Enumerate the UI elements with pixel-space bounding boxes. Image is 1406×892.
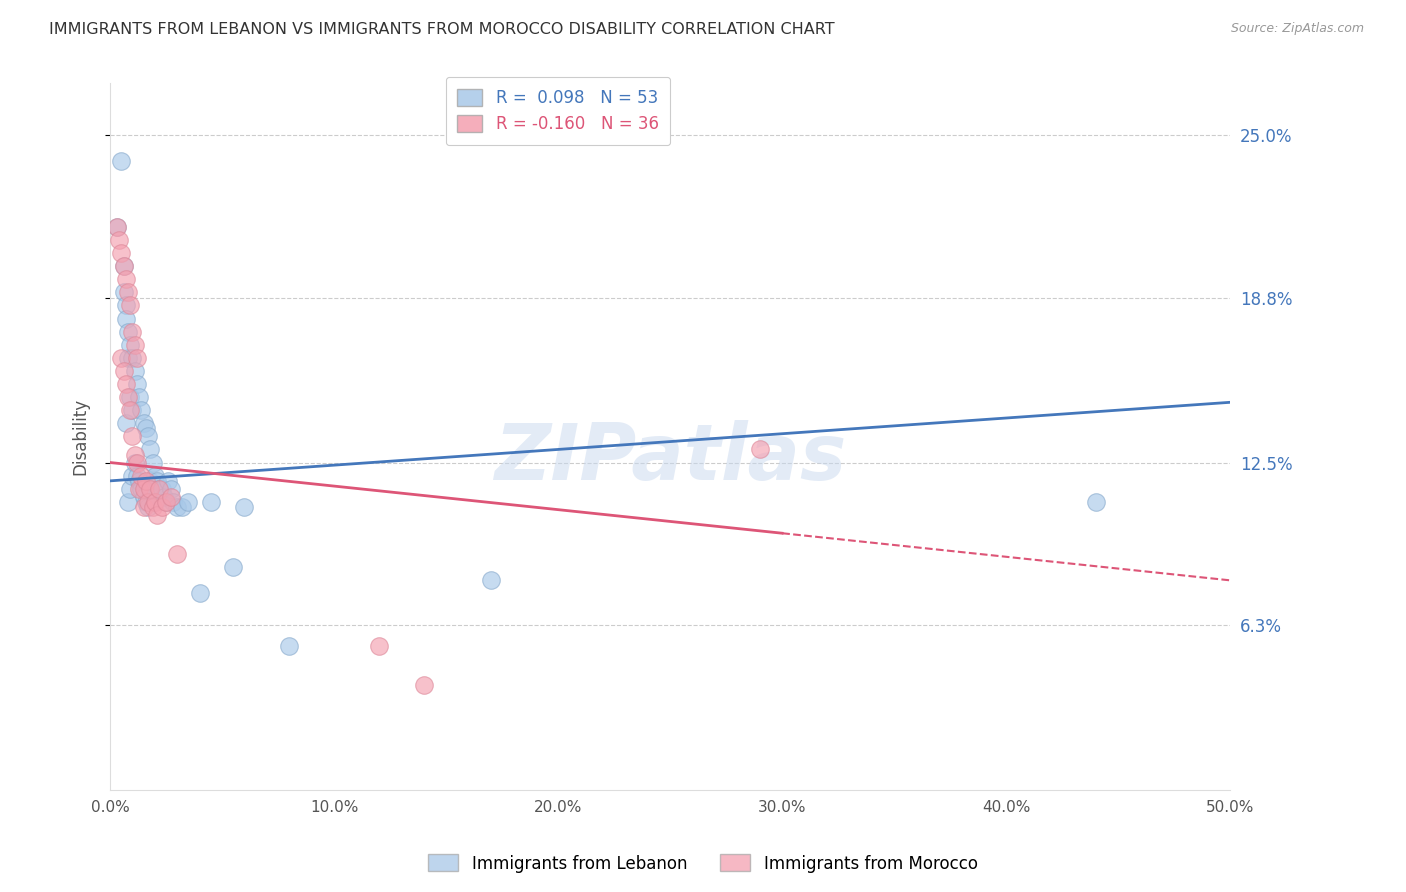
Point (148, 482, 170, 496)
Text: Source: ZipAtlas.com: Source: ZipAtlas.com (1230, 22, 1364, 36)
Point (135, 474, 157, 488)
Point (146, 474, 169, 488)
Point (110, 154, 132, 169)
Point (128, 482, 150, 496)
Y-axis label: Disability: Disability (72, 398, 89, 475)
Point (128, 390, 150, 404)
Point (150, 500, 173, 514)
Point (136, 429, 159, 443)
Point (112, 285, 135, 300)
Point (105, 219, 128, 234)
Point (120, 390, 142, 404)
Point (412, 678, 434, 692)
Point (120, 403, 142, 417)
Point (112, 259, 135, 273)
Point (131, 468, 153, 483)
Point (114, 376, 136, 391)
Point (136, 495, 159, 509)
Point (142, 500, 165, 514)
Point (148, 482, 170, 496)
Point (142, 456, 165, 470)
Point (135, 495, 157, 509)
Point (120, 482, 142, 496)
Legend: Immigrants from Lebanon, Immigrants from Morocco: Immigrants from Lebanon, Immigrants from… (422, 847, 984, 880)
Point (233, 500, 256, 514)
Point (155, 495, 177, 509)
Point (135, 421, 157, 435)
Point (117, 495, 139, 509)
Point (748, 442, 770, 457)
Point (117, 390, 139, 404)
Point (200, 495, 222, 509)
Point (159, 490, 181, 504)
Point (114, 298, 136, 312)
Point (105, 219, 128, 234)
Point (150, 482, 173, 496)
Point (153, 490, 176, 504)
Point (124, 456, 146, 470)
Point (124, 337, 146, 351)
Point (155, 495, 177, 509)
Point (125, 351, 148, 365)
Point (136, 500, 159, 514)
Point (121, 468, 143, 483)
Point (222, 560, 245, 574)
Point (112, 364, 135, 378)
Point (170, 500, 193, 514)
Point (162, 495, 184, 509)
Point (114, 311, 136, 326)
Text: IMMIGRANTS FROM LEBANON VS IMMIGRANTS FROM MOROCCO DISABILITY CORRELATION CHART: IMMIGRANTS FROM LEBANON VS IMMIGRANTS FR… (49, 22, 835, 37)
Point (121, 351, 143, 365)
Point (131, 482, 153, 496)
Point (125, 468, 148, 483)
Point (166, 547, 188, 561)
Point (159, 482, 181, 496)
Point (139, 442, 162, 457)
Point (124, 364, 146, 378)
Point (188, 586, 211, 600)
Point (143, 495, 166, 509)
Point (114, 416, 136, 430)
Point (131, 403, 153, 417)
Point (120, 298, 142, 312)
Point (125, 456, 148, 470)
Point (139, 474, 162, 488)
Point (479, 574, 502, 588)
Point (114, 272, 136, 286)
Point (143, 495, 166, 509)
Legend: R =  0.098   N = 53, R = -0.160   N = 36: R = 0.098 N = 53, R = -0.160 N = 36 (446, 77, 671, 145)
Point (117, 325, 139, 339)
Point (278, 639, 301, 653)
Point (110, 246, 132, 260)
Point (108, 233, 131, 247)
Point (166, 500, 188, 514)
Point (120, 337, 142, 351)
Point (121, 429, 143, 443)
Point (157, 474, 180, 488)
Point (132, 500, 155, 514)
Point (117, 285, 139, 300)
Point (121, 325, 143, 339)
Point (132, 482, 155, 496)
Point (112, 259, 135, 273)
Point (124, 448, 146, 462)
Point (146, 508, 169, 522)
Text: ZIPatlas: ZIPatlas (494, 419, 846, 496)
Point (143, 468, 166, 483)
Point (1084, 495, 1107, 509)
Point (128, 474, 150, 488)
Point (121, 403, 143, 417)
Point (139, 482, 162, 496)
Point (367, 639, 389, 653)
Point (125, 376, 148, 391)
Point (177, 495, 200, 509)
Point (132, 490, 155, 504)
Point (132, 416, 155, 430)
Point (110, 351, 132, 365)
Point (117, 351, 139, 365)
